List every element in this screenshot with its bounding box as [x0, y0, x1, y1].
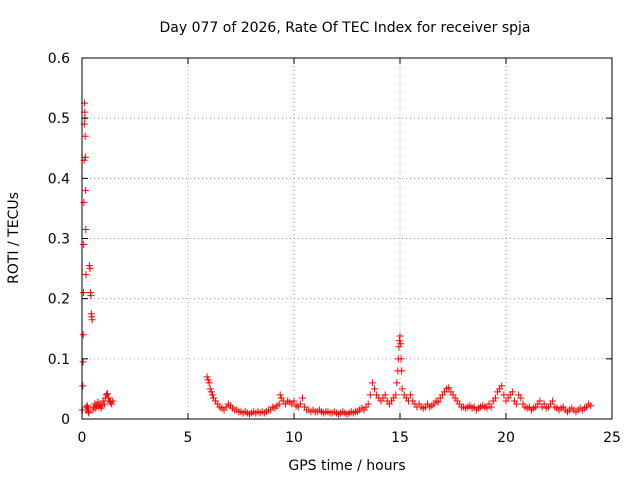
data-point	[508, 388, 516, 396]
y-axis-label: ROTI / TECUs	[6, 192, 22, 284]
data-point	[81, 132, 89, 140]
data-point	[206, 385, 214, 393]
data-point	[368, 379, 376, 387]
data-point	[483, 404, 491, 412]
data-point	[82, 186, 90, 194]
data-point	[517, 394, 525, 402]
x-axis-tick-labels: 0 5 10 15 20 25	[78, 430, 621, 446]
x-tick-label: 25	[603, 430, 621, 446]
data-point	[207, 388, 215, 396]
data-point	[204, 376, 212, 384]
data-point	[491, 394, 499, 402]
data-point	[82, 271, 90, 279]
data-point	[549, 397, 557, 405]
x-tick-label: 0	[78, 430, 87, 446]
y-tick-label: 0.4	[48, 171, 70, 187]
data-point	[498, 382, 506, 390]
x-tick-label: 20	[497, 430, 515, 446]
data-point	[81, 153, 89, 161]
data-point	[397, 355, 405, 363]
data-point	[85, 262, 93, 270]
axis-ticks	[81, 57, 613, 420]
data-point	[79, 358, 87, 366]
data-point	[536, 397, 544, 405]
data-point	[275, 400, 283, 408]
data-point	[397, 340, 405, 348]
y-axis-tick-labels: 0 0.1 0.2 0.3 0.4 0.5 0.6	[48, 51, 70, 428]
data-point	[371, 385, 379, 393]
data-point	[381, 391, 389, 399]
y-tick-label: 0.5	[48, 111, 70, 127]
data-point	[296, 400, 304, 408]
data-point	[85, 409, 93, 417]
data-points	[78, 99, 595, 418]
y-tick-label: 0.1	[48, 352, 70, 368]
data-point	[87, 292, 95, 300]
data-point	[82, 225, 90, 233]
data-point	[105, 394, 112, 402]
data-point	[487, 403, 495, 411]
data-point	[392, 391, 400, 399]
y-tick-label: 0.3	[48, 232, 70, 248]
y-tick-label: 0	[61, 412, 70, 428]
data-point	[398, 385, 406, 393]
data-point	[205, 379, 213, 387]
data-point	[540, 400, 548, 408]
data-point	[396, 332, 404, 340]
y-tick-label: 0.6	[48, 51, 70, 67]
data-point	[393, 379, 401, 387]
data-point	[434, 398, 442, 406]
data-point	[100, 400, 108, 408]
data-point	[398, 367, 406, 375]
data-point	[79, 331, 87, 339]
data-point	[108, 400, 116, 408]
data-point	[276, 391, 284, 399]
data-point	[80, 241, 88, 249]
data-point	[513, 400, 521, 408]
data-point	[290, 397, 298, 405]
data-point	[587, 402, 595, 410]
data-point	[500, 391, 508, 399]
grid-lines	[82, 58, 612, 419]
data-point	[395, 343, 403, 351]
data-point	[103, 390, 111, 398]
data-point	[109, 397, 117, 405]
data-point	[445, 384, 453, 392]
data-point	[86, 265, 94, 273]
data-point	[407, 391, 415, 399]
x-axis-label: GPS time / hours	[288, 458, 405, 474]
chart-title: Day 077 of 2026, Rate Of TEC Index for r…	[159, 20, 530, 36]
data-point	[88, 316, 96, 324]
data-point	[208, 391, 216, 399]
data-point	[79, 289, 87, 297]
data-point	[366, 391, 374, 399]
x-tick-label: 5	[184, 430, 193, 446]
data-point	[364, 400, 372, 408]
data-point	[395, 337, 403, 345]
data-point	[298, 394, 306, 402]
x-tick-label: 10	[285, 430, 303, 446]
data-point	[203, 373, 211, 381]
x-tick-label: 15	[391, 430, 409, 446]
y-tick-label: 0.2	[48, 292, 70, 308]
data-point	[79, 382, 87, 390]
